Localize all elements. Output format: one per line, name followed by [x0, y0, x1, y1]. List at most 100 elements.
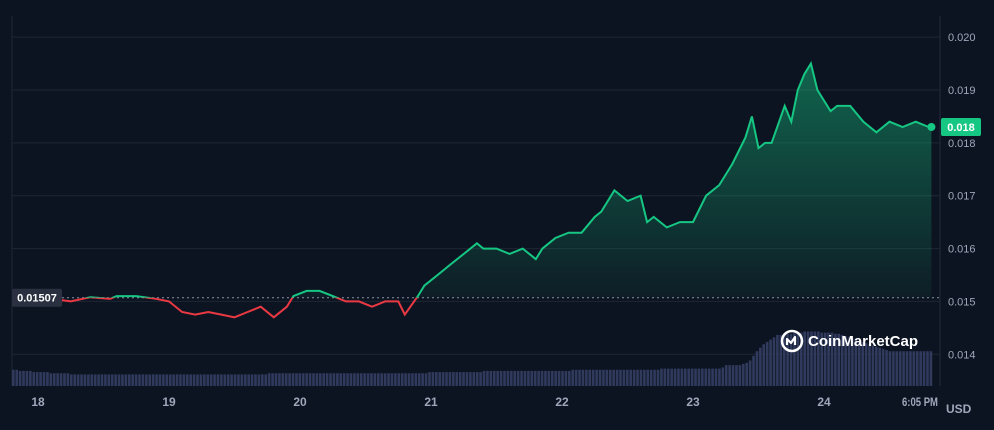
- volume-bar: [469, 372, 472, 386]
- volume-bar: [810, 331, 813, 386]
- volume-bar: [615, 369, 619, 386]
- volume-bar: [322, 373, 326, 386]
- volume-bar: [87, 374, 90, 386]
- volume-bar: [782, 333, 786, 386]
- currency-label: USD: [946, 402, 972, 416]
- x-tick-label: 22: [555, 395, 569, 409]
- volume-bar: [868, 344, 871, 386]
- volume-bar: [301, 373, 305, 386]
- volume-bar: [895, 351, 899, 386]
- volume-bar: [540, 370, 544, 386]
- volume-bar: [42, 372, 46, 386]
- y-tick-label: 0.016: [948, 244, 976, 256]
- volume-bars: [12, 331, 933, 386]
- volume-bar: [912, 351, 916, 386]
- volume-bar: [179, 374, 182, 386]
- volume-bar: [12, 369, 15, 386]
- volume-bar: [254, 374, 257, 386]
- volume-bar: [622, 369, 626, 386]
- current-price-label: 0.018: [947, 122, 975, 134]
- volume-bar: [383, 373, 387, 386]
- volume-bar: [148, 374, 152, 386]
- volume-bar: [189, 374, 192, 386]
- volume-bar: [243, 374, 247, 386]
- volume-bar: [359, 373, 363, 386]
- volume-bar: [591, 369, 595, 386]
- volume-bar: [376, 373, 380, 386]
- volume-bar: [434, 372, 438, 386]
- volume-bar: [581, 369, 585, 386]
- volume-bar: [683, 368, 687, 386]
- volume-bar: [806, 331, 810, 386]
- x-axis: 18 19 20 21 22 23 24 6:05 PM: [31, 395, 938, 409]
- volume-bar: [701, 368, 704, 386]
- y-tick-label: 0.019: [948, 85, 976, 97]
- coinmarketcap-wordmark: CoinMarketCap: [808, 333, 918, 350]
- volume-bar: [206, 374, 210, 386]
- volume-bar: [452, 372, 455, 386]
- volume-bar: [196, 374, 199, 386]
- volume-bar: [605, 369, 609, 386]
- volume-bar: [168, 374, 172, 386]
- volume-bar: [230, 374, 233, 386]
- volume-bar: [714, 368, 718, 386]
- volume-bar: [394, 373, 397, 386]
- volume-bar: [905, 351, 909, 386]
- volume-bar: [237, 374, 240, 386]
- volume-bar: [117, 374, 121, 386]
- y-tick-label: 0.017: [948, 191, 976, 203]
- volume-bar: [673, 368, 677, 386]
- volume-bar: [305, 373, 308, 386]
- volume-bar: [568, 370, 571, 386]
- volume-bar: [315, 373, 319, 386]
- volume-bar: [574, 369, 578, 386]
- volume-bar: [319, 373, 322, 386]
- volume-bar: [325, 373, 329, 386]
- volume-bar: [612, 369, 615, 386]
- volume-bar: [472, 372, 476, 386]
- volume-bar: [817, 331, 820, 386]
- volume-bar: [619, 369, 622, 386]
- volume-bar: [185, 374, 189, 386]
- volume-bar: [919, 351, 922, 386]
- x-tick-label: 21: [424, 395, 438, 409]
- volume-bar: [527, 370, 530, 386]
- volume-bar: [424, 373, 428, 386]
- volume-bar: [677, 368, 680, 386]
- x-tick-label: 19: [162, 395, 176, 409]
- volume-bar: [373, 373, 377, 386]
- volume-bar: [680, 368, 684, 386]
- volume-bar: [264, 374, 268, 386]
- volume-bar: [513, 370, 517, 386]
- volume-bar: [284, 373, 288, 386]
- volume-bar: [281, 373, 285, 386]
- volume-bar: [151, 374, 155, 386]
- volume-bar: [274, 373, 278, 386]
- volume-bar: [349, 373, 353, 386]
- volume-bar: [155, 374, 158, 386]
- volume-bar: [295, 373, 298, 386]
- volume-bar: [769, 339, 772, 386]
- volume-bar: [520, 370, 523, 386]
- volume-bar: [915, 351, 919, 386]
- volume-bar: [840, 334, 844, 386]
- volume-bar: [670, 368, 673, 386]
- volume-bar: [131, 374, 134, 386]
- volume-bar: [544, 370, 547, 386]
- volume-bar: [834, 333, 837, 386]
- volume-bar: [380, 373, 384, 386]
- volume-bar: [585, 369, 588, 386]
- volume-bar: [492, 370, 496, 386]
- volume-bar: [353, 373, 356, 386]
- volume-bar: [421, 373, 424, 386]
- volume-bar: [431, 372, 435, 386]
- volume-bar: [479, 372, 482, 386]
- volume-bar: [127, 374, 131, 386]
- volume-bar: [390, 373, 394, 386]
- volume-bar: [844, 336, 847, 386]
- volume-bar: [789, 333, 793, 386]
- volume-bar: [366, 373, 370, 386]
- volume-bar: [690, 368, 694, 386]
- volume-bar: [864, 343, 868, 386]
- volume-bar: [363, 373, 366, 386]
